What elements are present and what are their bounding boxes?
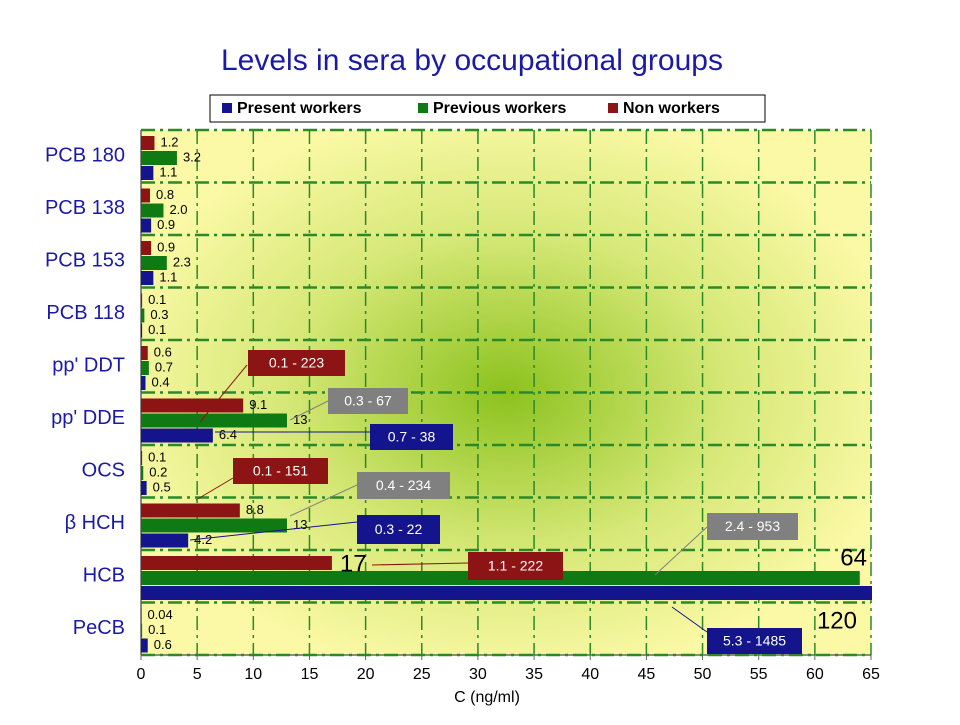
annotation-text: 0.4 - 234: [376, 477, 431, 493]
y-tick-label: OCS: [82, 460, 125, 482]
value-label: 0.04: [147, 607, 172, 622]
y-tick-label: pp' DDT: [52, 355, 125, 377]
value-label: 13: [293, 412, 307, 427]
annotation-text: 5.3 - 1485: [723, 633, 786, 649]
value-label: 9.1: [249, 397, 267, 412]
value-label: 8.8: [246, 502, 264, 517]
value-label: 0.4: [151, 374, 169, 389]
x-tick-label: 65: [862, 666, 880, 683]
value-label: 0.1: [148, 622, 166, 637]
value-label: 0.6: [154, 344, 172, 359]
value-label: 6.4: [219, 427, 237, 442]
x-tick-label: 10: [244, 666, 262, 683]
y-tick-label: PCB 138: [45, 197, 125, 219]
value-label: 1.2: [160, 134, 178, 149]
chart-title: Levels in sera by occupational groups: [221, 44, 723, 77]
annotation-text: 1.1 - 222: [488, 558, 543, 574]
y-tick-label: PCB 118: [46, 302, 125, 324]
value-label: 64: [840, 544, 867, 571]
bar: [141, 504, 240, 518]
x-tick-label: 20: [357, 666, 375, 683]
bar: [141, 346, 148, 360]
x-tick-label: 35: [525, 666, 543, 683]
y-tick-label: pp' DDE: [51, 407, 125, 429]
bar: [141, 241, 151, 255]
bar: [141, 271, 153, 285]
value-label: 0.9: [157, 217, 175, 232]
bar: [141, 376, 145, 390]
value-label: 17: [340, 550, 367, 577]
legend-swatch: [418, 103, 428, 113]
x-tick-label: 40: [581, 666, 599, 683]
value-label: 13: [293, 517, 307, 532]
x-tick-label: 30: [469, 666, 487, 683]
value-label: 0.9: [157, 239, 175, 254]
x-axis-label: C (ng/ml): [454, 689, 520, 706]
x-tick-label: 55: [750, 666, 768, 683]
value-label: 2.3: [173, 254, 191, 269]
y-tick-label: HCB: [83, 565, 125, 587]
annotation-text: 0.3 - 67: [344, 393, 392, 409]
annotation-text: 0.7 - 38: [388, 429, 436, 445]
bar: [141, 294, 142, 308]
value-label: 2.0: [169, 202, 187, 217]
bar: [141, 429, 213, 443]
legend-label: Previous workers: [433, 100, 567, 117]
y-tick-label: β HCH: [65, 512, 125, 534]
bar: [141, 324, 142, 338]
x-tick-label: 60: [806, 666, 824, 683]
x-tick-label: 50: [694, 666, 712, 683]
bar: [141, 309, 144, 323]
bar: [141, 466, 143, 480]
annotation-text: 2.4 - 953: [725, 518, 780, 534]
x-tick-label: 45: [637, 666, 655, 683]
y-tick-label: PCB 180: [45, 145, 125, 167]
bar: [141, 399, 243, 413]
value-label: 120: [817, 607, 857, 634]
bar: [141, 151, 177, 165]
y-tick-label: PeCB: [73, 617, 125, 639]
bar: [141, 219, 151, 233]
legend-label: Present workers: [237, 100, 362, 117]
bar: [141, 534, 188, 548]
value-label: 1.1: [159, 164, 177, 179]
value-label: 1.1: [159, 269, 177, 284]
value-label: 0.1: [148, 292, 166, 307]
bar: [141, 586, 960, 600]
bar: [141, 481, 147, 495]
bar: [141, 414, 287, 428]
value-label: 0.8: [156, 187, 174, 202]
y-tick-label: PCB 153: [45, 250, 125, 272]
legend-label: Non workers: [623, 100, 720, 117]
value-label: 0.1: [148, 449, 166, 464]
bar: [141, 451, 142, 465]
bar: [141, 639, 148, 653]
value-label: 3.2: [183, 149, 201, 164]
value-label: 0.1: [148, 322, 166, 337]
bar: [141, 204, 163, 218]
annotation-text: 0.3 - 22: [375, 521, 423, 537]
bar: [141, 624, 142, 638]
bar: [141, 189, 150, 203]
x-tick-label: 25: [413, 666, 431, 683]
bar: [141, 361, 149, 375]
bar: [141, 256, 167, 270]
value-label: 0.5: [153, 479, 171, 494]
bar: [141, 556, 332, 570]
x-tick-label: 5: [193, 666, 202, 683]
value-label: 0.2: [149, 464, 167, 479]
value-label: 0.6: [154, 637, 172, 652]
annotation-text: 0.1 - 223: [269, 355, 324, 371]
value-label: 0.3: [150, 307, 168, 322]
bar: [141, 519, 287, 533]
value-label: 0.7: [155, 359, 173, 374]
legend-swatch: [608, 103, 618, 113]
x-tick-label: 0: [137, 666, 146, 683]
bar: [141, 136, 154, 150]
x-tick-label: 15: [301, 666, 319, 683]
bar: [141, 166, 153, 180]
legend-swatch: [222, 103, 232, 113]
annotation-text: 0.1 - 151: [253, 463, 308, 479]
